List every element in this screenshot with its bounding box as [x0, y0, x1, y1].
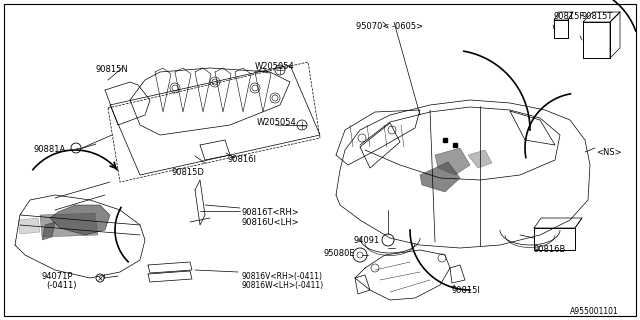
Polygon shape — [40, 213, 98, 237]
Text: 90815I: 90815I — [452, 286, 481, 295]
Polygon shape — [42, 222, 55, 240]
Text: 90816W<LH>(-0411): 90816W<LH>(-0411) — [242, 281, 324, 290]
Text: A955001101: A955001101 — [570, 307, 619, 316]
Text: 94091: 94091 — [354, 236, 380, 245]
Polygon shape — [435, 148, 470, 175]
Text: 95070< -0605>: 95070< -0605> — [356, 22, 423, 31]
Text: 90816I: 90816I — [228, 155, 257, 164]
Polygon shape — [50, 205, 110, 235]
Text: 95080E: 95080E — [323, 249, 355, 258]
Text: 90816B: 90816B — [534, 245, 566, 254]
Polygon shape — [420, 162, 460, 192]
Text: 90815T: 90815T — [582, 12, 613, 21]
Text: 94071P: 94071P — [42, 272, 74, 281]
Text: (-0411): (-0411) — [46, 281, 77, 290]
Text: 90881A: 90881A — [34, 145, 67, 154]
Polygon shape — [18, 218, 40, 234]
Text: 90816T<RH>: 90816T<RH> — [242, 208, 300, 217]
Text: 90815D: 90815D — [171, 168, 204, 177]
Text: 90816V<RH>(-0411): 90816V<RH>(-0411) — [242, 272, 323, 281]
Text: 90815N: 90815N — [95, 65, 128, 74]
Text: 90815F: 90815F — [554, 12, 585, 21]
Polygon shape — [468, 150, 492, 168]
Text: 90816U<LH>: 90816U<LH> — [242, 218, 300, 227]
Text: <NS>: <NS> — [596, 148, 621, 157]
Text: W205054: W205054 — [255, 62, 295, 71]
Text: W205054: W205054 — [257, 118, 297, 127]
